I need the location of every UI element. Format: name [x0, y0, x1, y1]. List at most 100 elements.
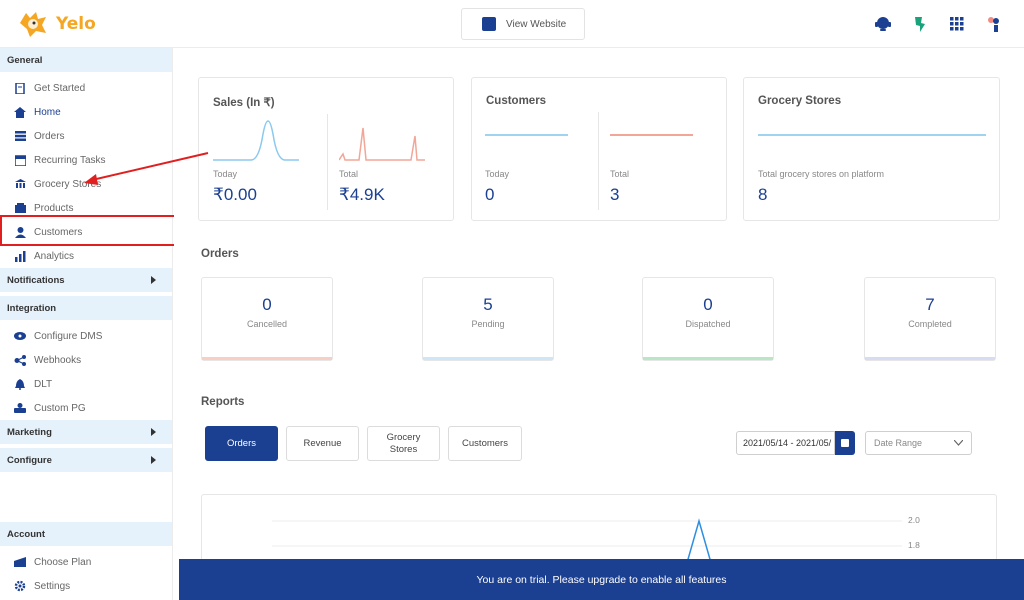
section-title: General	[7, 54, 43, 66]
orders-card-dispatched[interactable]: 0 Dispatched	[642, 277, 774, 361]
orders-count: 0	[262, 295, 272, 314]
bell-icon	[14, 378, 26, 390]
view-website-button[interactable]: View Website	[461, 8, 585, 40]
sidebar-item-choose-plan[interactable]: Choose Plan	[0, 550, 172, 574]
user-status-icon[interactable]	[984, 14, 1004, 34]
stores-value: 8	[758, 185, 768, 204]
payment-icon	[14, 402, 26, 414]
orders-label: Pending	[471, 319, 505, 329]
sidebar-section-notifications[interactable]: Notifications	[0, 268, 172, 292]
tab-grocery-stores[interactable]: Grocery Stores	[367, 426, 440, 461]
tab-orders[interactable]: Orders	[205, 426, 278, 461]
orders-count: 0	[703, 295, 713, 314]
sidebar-section-marketing[interactable]: Marketing	[0, 420, 172, 444]
sidebar-item-configure-dms[interactable]: Configure DMS	[0, 324, 172, 348]
sidebar-item-label: Custom PG	[34, 402, 86, 414]
tab-revenue[interactable]: Revenue	[286, 426, 359, 461]
sidebar-item-label: Products	[34, 202, 74, 214]
section-title: Notifications	[7, 274, 65, 286]
orders-count: 7	[925, 295, 935, 314]
sales-total-sparkline	[339, 127, 425, 161]
date-range-select[interactable]: Date Range	[865, 431, 972, 455]
orders-card-cancelled[interactable]: 0 Cancelled	[201, 277, 333, 361]
calendar-button[interactable]	[835, 431, 855, 455]
sidebar-section-configure[interactable]: Configure	[0, 448, 172, 472]
section-title: Account	[7, 528, 45, 540]
tab-customers[interactable]: Customers	[448, 426, 522, 461]
stores-line	[758, 134, 986, 136]
status-bar	[865, 357, 995, 360]
sidebar-item-analytics[interactable]: Analytics	[0, 244, 172, 268]
customers-total-value: 3	[610, 185, 620, 204]
orders-card-completed[interactable]: 7 Completed	[864, 277, 996, 361]
lion-logo-icon	[20, 12, 46, 37]
sidebar-account-group: Account Choose Plan Settings	[0, 522, 172, 598]
status-bar	[643, 357, 773, 360]
sidebar-item-products[interactable]: Products	[0, 196, 172, 220]
reports-section-title: Reports	[201, 396, 245, 408]
sidebar-section-account: Account	[0, 522, 172, 546]
sales-today-label: Today	[213, 169, 238, 179]
section-title: Integration	[7, 302, 57, 314]
status-bar	[423, 357, 553, 360]
sidebar-item-customers[interactable]: Customers	[0, 220, 172, 244]
view-website-label: View Website	[506, 18, 567, 30]
date-range-input[interactable]: 2021/05/14 - 2021/05/	[736, 431, 835, 455]
top-bar: Yelo View Website	[0, 0, 1024, 48]
store-icon	[14, 178, 26, 190]
customers-divider	[598, 112, 599, 210]
sidebar-item-settings[interactable]: Settings	[0, 574, 172, 598]
webhooks-icon	[14, 354, 26, 366]
sidebar-item-home[interactable]: Home	[0, 100, 172, 124]
y-tick-label: 1.8	[908, 540, 920, 550]
y-tick-label: 2.0	[908, 515, 920, 525]
brand-name: Yelo	[56, 14, 96, 34]
sidebar-item-label: Settings	[34, 580, 71, 592]
sidebar-item-custom-pg[interactable]: Custom PG	[0, 396, 172, 420]
header-actions	[873, 14, 1004, 34]
sidebar-item-label: Webhooks	[34, 354, 82, 366]
customers-today-line	[485, 134, 568, 136]
orders-label: Cancelled	[246, 319, 288, 329]
section-title: Configure	[7, 454, 52, 466]
dms-icon	[14, 330, 26, 342]
sidebar-item-label: Grocery Stores	[34, 178, 102, 190]
sidebar-item-webhooks[interactable]: Webhooks	[0, 348, 172, 372]
document-icon	[14, 82, 26, 94]
sidebar-item-grocery-stores[interactable]: Grocery Stores	[0, 172, 172, 196]
calendar-icon	[14, 154, 26, 166]
sidebar-item-label: Configure DMS	[34, 330, 103, 342]
sales-title: Sales (In ₹)	[213, 97, 275, 109]
sidebar-item-orders[interactable]: Orders	[0, 124, 172, 148]
stores-title: Grocery Stores	[758, 95, 842, 107]
customers-title: Customers	[486, 95, 547, 107]
chevron-down-icon	[954, 440, 963, 446]
leaf-icon[interactable]	[910, 14, 930, 34]
sidebar-item-label: Analytics	[34, 250, 75, 262]
orders-icon	[14, 130, 26, 142]
sidebar-section-integration: Integration	[0, 296, 172, 320]
orders-label: Dispatched	[685, 319, 731, 329]
trial-banner: You are on trial. Please upgrade to enab…	[179, 559, 1024, 600]
sidebar-section-general: General	[0, 48, 172, 72]
orders-card-pending[interactable]: 5 Pending	[422, 277, 554, 361]
main-content: Sales (In ₹) Today ₹0.00 Total ₹4.9K Cus…	[174, 48, 1024, 600]
sidebar: General Get Started Home Orders Recurrin…	[0, 48, 177, 600]
customers-total-line	[610, 134, 693, 136]
customers-total-label: Total	[610, 169, 630, 179]
apps-grid-icon[interactable]	[947, 14, 967, 34]
website-icon	[482, 17, 496, 31]
customers-today-value: 0	[485, 185, 495, 204]
customers-card: Customers Today 0 Total 3	[471, 77, 727, 221]
sidebar-item-get-started[interactable]: Get Started	[0, 76, 172, 100]
sales-card: Sales (In ₹) Today ₹0.00 Total ₹4.9K	[198, 77, 454, 221]
sidebar-item-recurring-tasks[interactable]: Recurring Tasks	[0, 148, 172, 172]
grocery-stores-card: Grocery Stores Total grocery stores on p…	[743, 77, 1000, 221]
support-icon[interactable]	[873, 14, 893, 34]
sidebar-item-dlt[interactable]: DLT	[0, 372, 172, 396]
brand-logo[interactable]: Yelo	[16, 9, 96, 39]
sales-total-value: ₹4.9K	[339, 185, 385, 204]
trial-banner-text: You are on trial. Please upgrade to enab…	[476, 573, 727, 586]
analytics-icon	[14, 250, 26, 262]
orders-label: Completed	[908, 319, 952, 329]
